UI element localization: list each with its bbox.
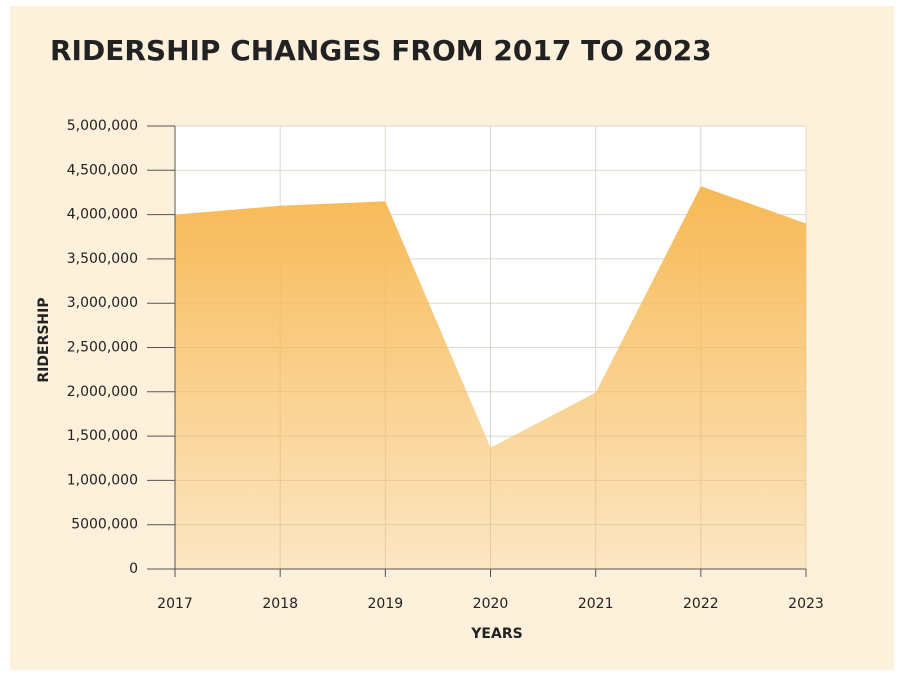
x-tick-label: 2017 — [157, 596, 193, 612]
x-axis-label: YEARS — [470, 626, 522, 642]
y-tick-label: 1,000,000 — [67, 472, 138, 488]
chart-title: RIDERSHIP CHANGES FROM 2017 TO 2023 — [50, 34, 712, 67]
y-tick-label: 3,000,000 — [67, 295, 138, 311]
x-tick-label: 2019 — [368, 596, 404, 612]
y-tick-label: 0 — [129, 561, 138, 577]
y-axis-label: RIDERSHIP — [36, 297, 52, 382]
y-tick-label: 3,500,000 — [67, 251, 138, 267]
y-tick-label: 5000,000 — [71, 517, 138, 533]
y-tick-label: 5,000,000 — [67, 118, 138, 134]
y-tick-label: 1,500,000 — [67, 428, 138, 444]
x-tick-label: 2020 — [473, 596, 509, 612]
area — [175, 186, 806, 570]
y-tick-label: 4,500,000 — [67, 162, 138, 178]
x-tick-label: 2021 — [578, 596, 614, 612]
x-tick-label: 2023 — [788, 596, 824, 612]
y-tick-label: 2,000,000 — [67, 384, 138, 400]
y-tick-label: 4,000,000 — [67, 207, 138, 223]
x-tick-label: 2018 — [262, 596, 298, 612]
x-tick-label: 2022 — [683, 596, 719, 612]
y-tick-label: 2,500,000 — [67, 340, 138, 356]
